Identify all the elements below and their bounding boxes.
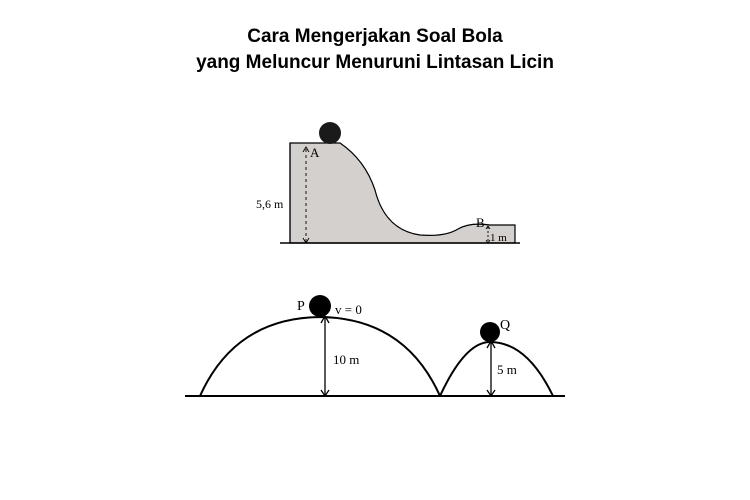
label-height-q: 5 m (497, 362, 517, 378)
ball-q (480, 322, 500, 342)
ball-a (319, 122, 341, 144)
figure-2: P v = 0 10 m Q 5 m (175, 288, 575, 408)
title-line-1: Cara Mengerjakan Soal Bola (0, 24, 750, 50)
page-title: Cara Mengerjakan Soal Bola yang Meluncur… (0, 0, 750, 75)
label-height-a: 5,6 m (256, 197, 283, 212)
label-height-b: 1 m (490, 232, 507, 244)
ball-p (309, 295, 331, 317)
label-v0: v = 0 (335, 302, 362, 318)
label-p: P (297, 299, 305, 315)
label-a: A (310, 145, 319, 161)
figure-1: A 5,6 m B 1 m (220, 115, 530, 260)
hill-p (200, 317, 440, 396)
title-line-2: yang Meluncur Menuruni Lintasan Licin (0, 50, 750, 76)
figure-2-svg (175, 288, 575, 408)
label-q: Q (500, 318, 510, 334)
diagrams-container: A 5,6 m B 1 m P v = 0 10 m Q (0, 115, 750, 408)
label-height-p: 10 m (333, 352, 359, 368)
label-b: B (476, 215, 485, 231)
figure-1-svg (220, 115, 530, 260)
